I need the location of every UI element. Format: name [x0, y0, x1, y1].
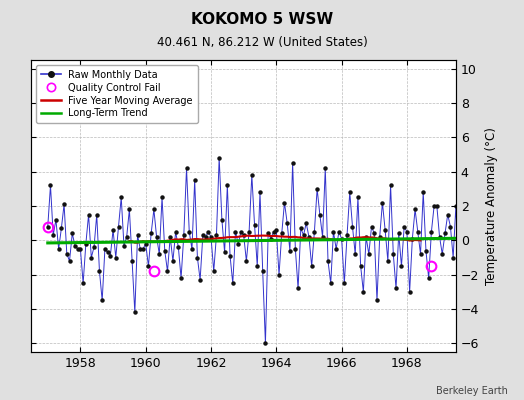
- Legend: Raw Monthly Data, Quality Control Fail, Five Year Moving Average, Long-Term Tren: Raw Monthly Data, Quality Control Fail, …: [36, 65, 198, 123]
- Text: 40.461 N, 86.212 W (United States): 40.461 N, 86.212 W (United States): [157, 36, 367, 49]
- Text: KOKOMO 5 WSW: KOKOMO 5 WSW: [191, 12, 333, 27]
- Text: Berkeley Earth: Berkeley Earth: [436, 386, 508, 396]
- Y-axis label: Temperature Anomaly (°C): Temperature Anomaly (°C): [485, 127, 498, 285]
